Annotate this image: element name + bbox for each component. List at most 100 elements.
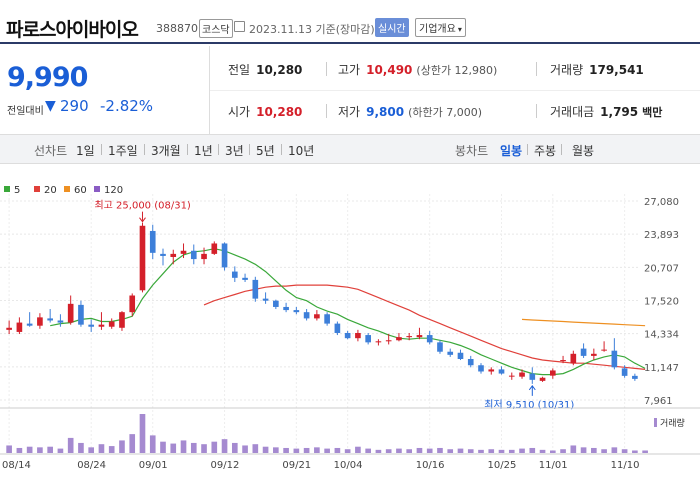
x-tick-label: 08/24: [77, 460, 106, 471]
period-1y[interactable]: 1년: [194, 144, 213, 158]
candle-body: [67, 303, 74, 323]
legend-swatch: [64, 186, 70, 192]
candle-body: [334, 323, 341, 333]
volume-bar: [221, 439, 228, 453]
market-badge: 코스닥: [199, 19, 233, 38]
candle-body: [139, 225, 146, 291]
period-3m[interactable]: 3개월: [151, 144, 181, 158]
volume-bar: [396, 448, 402, 453]
volume-bar: [160, 441, 166, 453]
volume-bar: [119, 440, 125, 453]
legend-label: 5: [14, 185, 20, 196]
x-tick-label: 10/25: [488, 460, 517, 471]
candle-body: [78, 304, 84, 325]
volume-bar: [632, 450, 638, 453]
max-arrow-head: [139, 217, 146, 223]
volume-bar: [344, 449, 351, 453]
volume-bar: [488, 449, 495, 453]
stat-high-label: 고가: [338, 63, 361, 77]
candle-body: [314, 314, 320, 319]
volume-bar: [601, 449, 607, 453]
candle-body: [519, 372, 525, 377]
volume-bar: [375, 449, 382, 453]
min-annotation: 최저 9,510 (10/31): [484, 399, 574, 411]
x-tick-label: 10/04: [334, 460, 363, 471]
candle-body: [632, 375, 638, 379]
volume-bar: [303, 447, 310, 453]
stat-lower-limit: (하한가 7,000): [408, 106, 482, 119]
divider: [144, 144, 145, 155]
candle-body: [560, 360, 566, 362]
stat-prev-value: 10,280: [256, 63, 303, 77]
period-5y[interactable]: 5년: [256, 144, 275, 158]
candle-body: [16, 322, 23, 332]
candle-body: [355, 332, 361, 339]
candle-body: [303, 312, 310, 319]
candle-body: [324, 314, 330, 324]
change-value: 290: [60, 97, 89, 115]
divider: [249, 144, 250, 155]
candle-body: [242, 277, 248, 280]
stat-volume-label: 거래량: [550, 63, 584, 77]
period-10y[interactable]: 10년: [288, 144, 315, 158]
volume-bar: [611, 447, 618, 453]
volume-bar: [621, 449, 628, 453]
volume-bar: [67, 437, 74, 453]
volume-bar: [591, 447, 597, 453]
volume-bar: [365, 448, 371, 453]
volume-bar: [57, 448, 64, 453]
legend-swatch: [34, 186, 40, 192]
volume-bar: [642, 450, 648, 453]
x-tick-label: 09/12: [211, 460, 240, 471]
stat-volume: 거래량 179,541: [550, 61, 644, 78]
period-1w[interactable]: 1주일: [108, 144, 138, 158]
price-chart[interactable]: 7,961 11,147 14,334 17,520 20,707 23,893 27,08…: [0, 164, 700, 490]
candle-weekly[interactable]: 주봉: [534, 144, 557, 158]
volume-bar: [170, 443, 177, 453]
realtime-button[interactable]: 실시간: [375, 18, 409, 37]
divider: [281, 144, 282, 155]
candle-body: [6, 327, 12, 330]
candle-body: [149, 230, 156, 253]
volume-bar: [314, 447, 320, 453]
candle-chart-label: 봉차트: [455, 144, 489, 158]
candle-body: [129, 295, 136, 313]
min-arrow-head: [528, 385, 536, 391]
volume-bar: [478, 449, 484, 453]
volume-bar: [467, 449, 474, 453]
candle-monthly[interactable]: 월봉: [572, 144, 595, 158]
candle-body: [539, 377, 546, 381]
volume-bar: [529, 447, 536, 453]
stat-volume-value: 179,541: [589, 63, 644, 77]
chart-svg[interactable]: 7,961 11,147 14,334 17,520 20,707 23,893 27,08…: [0, 164, 700, 490]
divider: [218, 144, 219, 155]
stat-open-value: 10,280: [256, 105, 303, 119]
volume-bar: [539, 449, 546, 453]
volume-bar: [252, 444, 259, 453]
stat-low-label: 저가: [338, 105, 361, 119]
candle-body: [406, 336, 413, 338]
stat-high-value: 10,490: [366, 63, 413, 77]
stats-panel: 전일 10,280 고가 10,490 (상한가 12,980) 거래량 179,541…: [210, 46, 700, 134]
calendar-icon: [234, 21, 245, 32]
candle-body: [98, 324, 105, 327]
divider: [326, 104, 327, 118]
period-1d[interactable]: 1일: [76, 144, 95, 158]
current-price: 9,990: [7, 62, 88, 93]
period-3y[interactable]: 3년: [225, 144, 244, 158]
company-overview-button[interactable]: 기업개요 ▾: [415, 18, 466, 37]
stat-prev-label: 전일: [228, 63, 251, 77]
volume-bar: [108, 446, 115, 453]
candle-daily[interactable]: 일봉: [500, 144, 523, 158]
candle-body: [478, 365, 484, 372]
y-tick-label: 20,707: [644, 263, 679, 274]
y-tick-label: 14,334: [644, 330, 679, 341]
volume-legend-label: 거래량: [660, 417, 685, 429]
date-text: 2023.11.13 기준(장마감): [249, 23, 375, 36]
candle-body: [119, 312, 125, 328]
volume-bar: [580, 447, 587, 453]
volume-bar: [437, 447, 443, 453]
legend-swatch: [4, 186, 10, 192]
candle-body: [211, 243, 218, 254]
x-tick-label: 09/21: [282, 460, 311, 471]
